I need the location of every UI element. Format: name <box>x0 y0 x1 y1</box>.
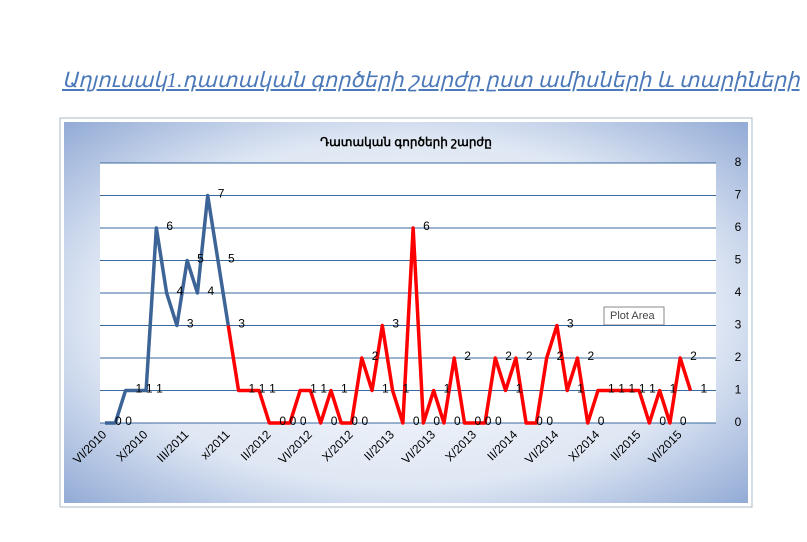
data-label: 0 <box>474 414 481 428</box>
y-tick-label: 8 <box>735 155 742 169</box>
data-label: 0 <box>536 414 543 428</box>
line <box>226 226 693 425</box>
data-label: 2 <box>690 349 697 363</box>
data-label: 4 <box>177 284 184 298</box>
line <box>105 193 230 425</box>
y-tick-label: 3 <box>735 318 742 332</box>
data-label: 3 <box>238 317 245 331</box>
heading: Աղյուսակ1.դատական գործերի շարժը ըստ ամիս… <box>62 68 800 92</box>
data-label: 0 <box>433 414 440 428</box>
data-label: 6 <box>423 219 430 233</box>
data-label: 2 <box>587 349 594 363</box>
data-label: 3 <box>392 317 399 331</box>
y-tick-label: 4 <box>735 285 742 299</box>
data-label: 0 <box>413 414 420 428</box>
data-label: 2 <box>526 349 533 363</box>
data-label: 0 <box>351 414 358 428</box>
data-label: 1 <box>618 382 625 396</box>
data-label: 1 <box>444 382 451 396</box>
data-label: 1 <box>320 382 327 396</box>
y-tick-label: 0 <box>735 415 742 429</box>
data-label: 0 <box>331 414 338 428</box>
data-label: 2 <box>505 349 512 363</box>
tooltip-text: Plot Area <box>610 310 656 322</box>
data-label: 0 <box>546 414 553 428</box>
data-label: 1 <box>382 382 389 396</box>
data-label: 1 <box>700 382 707 396</box>
data-label: 1 <box>310 382 317 396</box>
data-label: 0 <box>454 414 461 428</box>
data-label: 1 <box>146 382 153 396</box>
data-label: 0 <box>300 414 307 428</box>
tooltip: Plot Area <box>603 306 665 326</box>
y-tick-label: 7 <box>735 188 742 202</box>
data-label: 2 <box>464 349 471 363</box>
data-label: 1 <box>670 382 677 396</box>
data-label: 3 <box>567 317 574 331</box>
data-label: 1 <box>156 382 163 396</box>
data-label: 0 <box>290 414 297 428</box>
data-label: 6 <box>166 219 173 233</box>
data-label: 0 <box>279 414 286 428</box>
data-label: 1 <box>608 382 615 396</box>
data-label: 1 <box>341 382 348 396</box>
data-label: 5 <box>197 252 204 266</box>
data-label: 0 <box>362 414 369 428</box>
data-label: 1 <box>259 382 266 396</box>
data-label: 3 <box>187 317 194 331</box>
data-label: 2 <box>557 349 564 363</box>
data-label: 5 <box>228 252 235 266</box>
y-tick-label: 6 <box>735 220 742 234</box>
data-label: 1 <box>516 382 523 396</box>
y-tick-label: 1 <box>735 383 742 397</box>
data-label: 0 <box>495 414 502 428</box>
data-label: 1 <box>136 382 143 396</box>
y-tick-label: 5 <box>735 253 742 267</box>
data-label: 1 <box>269 382 276 396</box>
y-tick-label: 2 <box>735 350 742 364</box>
data-label: 1 <box>577 382 584 396</box>
data-label: 1 <box>249 382 256 396</box>
data-label: 2 <box>372 349 379 363</box>
data-label: 7 <box>218 187 225 201</box>
data-label: 1 <box>649 382 656 396</box>
data-label: 0 <box>659 414 666 428</box>
data-label: 1 <box>403 382 410 396</box>
data-label: 0 <box>125 414 132 428</box>
data-label: 0 <box>680 414 687 428</box>
data-label: 1 <box>639 382 646 396</box>
data-label: 0 <box>115 414 122 428</box>
data-label: 0 <box>598 414 605 428</box>
chart-title: Դատական գործերի շարժը <box>320 135 492 149</box>
data-label: 4 <box>207 284 214 298</box>
data-label: 1 <box>629 382 636 396</box>
data-label: 0 <box>485 414 492 428</box>
